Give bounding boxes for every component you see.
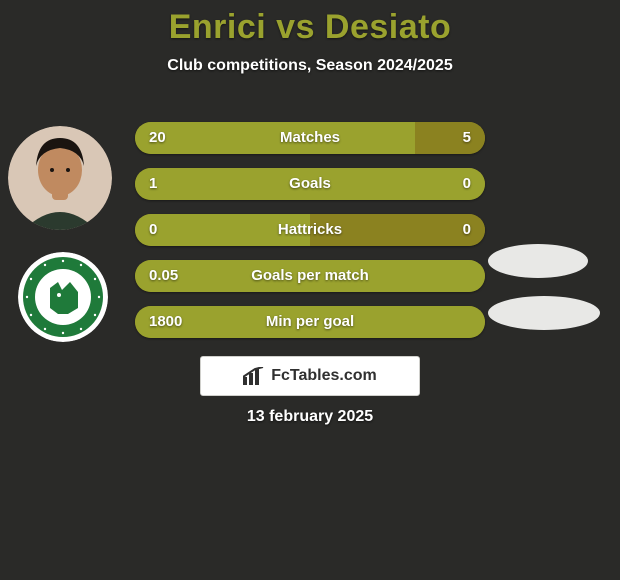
stat-bar: 20Matches5 <box>135 122 485 154</box>
footer-date: 13 february 2025 <box>0 408 620 426</box>
stat-label: Goals per match <box>135 260 485 292</box>
page-title: Enrici vs Desiato <box>0 0 620 47</box>
brand-badge: FcTables.com <box>200 356 420 396</box>
avatar-eye-l <box>50 168 54 172</box>
player-avatar-svg <box>8 126 112 230</box>
stat-label: Hattricks <box>135 214 485 246</box>
club-badge <box>18 252 108 342</box>
stat-bar: 0Hattricks0 <box>135 214 485 246</box>
stat-label: Matches <box>135 122 485 154</box>
comparison-bars: 20Matches51Goals00Hattricks00.05Goals pe… <box>135 122 485 352</box>
stat-label: Min per goal <box>135 306 485 338</box>
chart-icon <box>243 367 265 385</box>
stat-bar: 1800Min per goal <box>135 306 485 338</box>
stat-bar: 1Goals0 <box>135 168 485 200</box>
opponent-avatar-placeholder <box>488 244 588 278</box>
stat-right-value: 0 <box>463 168 471 200</box>
page-subtitle: Club competitions, Season 2024/2025 <box>0 57 620 75</box>
opponent-badge-placeholder <box>488 296 600 330</box>
player-avatar <box>8 126 112 230</box>
brand-text: FcTables.com <box>271 367 377 385</box>
stat-right-value: 0 <box>463 214 471 246</box>
stat-bar: 0.05Goals per match <box>135 260 485 292</box>
badge-animal-eye <box>57 293 61 297</box>
left-player-column <box>8 126 120 342</box>
avatar-eye-r <box>66 168 70 172</box>
club-badge-svg <box>18 252 108 342</box>
stat-right-value: 5 <box>463 122 471 154</box>
stat-label: Goals <box>135 168 485 200</box>
